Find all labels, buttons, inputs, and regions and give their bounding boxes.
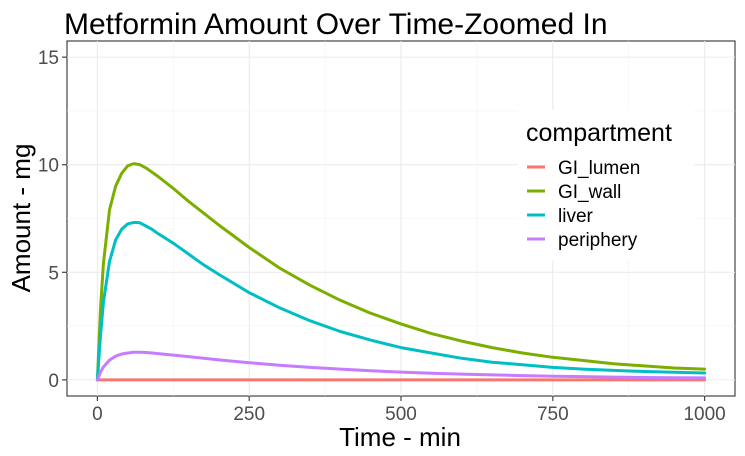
series-line-periphery [95, 350, 707, 382]
x-tick-label: 750 [537, 404, 569, 425]
x-tick-label: 0 [92, 404, 103, 425]
series-lines [95, 162, 707, 382]
x-axis: 0 250 500 750 1000 [92, 396, 726, 425]
x-axis-title: Time - min [339, 422, 461, 452]
x-tick-label: 1000 [683, 404, 725, 425]
y-tick-label: 15 [38, 48, 59, 69]
series-line-gi-wall [95, 162, 707, 382]
series-line-liver [95, 220, 707, 382]
y-axis: 0 5 10 15 [38, 48, 67, 392]
legend-label: GI_wall [558, 182, 621, 203]
legend-label: GI_lumen [558, 158, 640, 179]
legend-label: liver [558, 206, 594, 227]
legend-background [518, 110, 694, 260]
legend-title: compartment [526, 119, 672, 147]
y-tick-label: 10 [38, 156, 59, 177]
x-tick-label: 500 [385, 404, 417, 425]
y-axis-title: Amount - mg [6, 144, 36, 293]
chart-title: Metformin Amount Over Time-Zoomed In [64, 8, 608, 41]
y-tick-label: 0 [48, 371, 59, 392]
legend-label: periphery [558, 230, 638, 251]
y-tick-label: 5 [48, 263, 59, 284]
x-tick-label: 250 [233, 404, 265, 425]
